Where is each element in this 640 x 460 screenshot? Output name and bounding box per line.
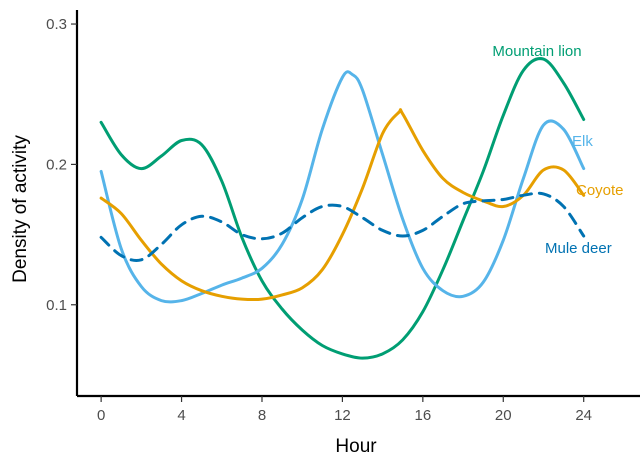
series-label-elk: Elk xyxy=(572,133,593,150)
x-tick-label: 0 xyxy=(97,407,105,424)
x-tick-label: 20 xyxy=(495,407,512,424)
y-tick-label: 0.2 xyxy=(46,156,67,173)
x-tick-label: 8 xyxy=(258,407,266,424)
y-axis-title: Density of activity xyxy=(10,135,31,283)
x-axis-title: Hour xyxy=(335,436,377,457)
x-tick-label: 16 xyxy=(414,407,431,424)
y-tick-label: 0.3 xyxy=(46,16,67,33)
x-tick-label: 12 xyxy=(334,407,351,424)
x-tick-label: 24 xyxy=(575,407,592,424)
x-axis-ticks: 0 4 8 12 16 20 24 xyxy=(97,396,592,424)
series-label-coyote: Coyote xyxy=(576,182,624,199)
y-axis-ticks: 0.1 0.2 0.3 xyxy=(46,16,77,314)
series-line-elk xyxy=(99,70,586,304)
series-label-mountain-lion: Mountain lion xyxy=(492,43,581,60)
x-tick-label: 4 xyxy=(177,407,185,424)
series-line-mule-deer xyxy=(99,191,586,262)
series-line-mountain-lion xyxy=(99,57,586,360)
y-tick-label: 0.1 xyxy=(46,297,67,314)
series-label-mule-deer: Mule deer xyxy=(545,240,612,257)
series-line-coyote xyxy=(99,108,586,302)
plot-area: Mountain lion Elk Coyote Mule deer xyxy=(99,43,624,360)
